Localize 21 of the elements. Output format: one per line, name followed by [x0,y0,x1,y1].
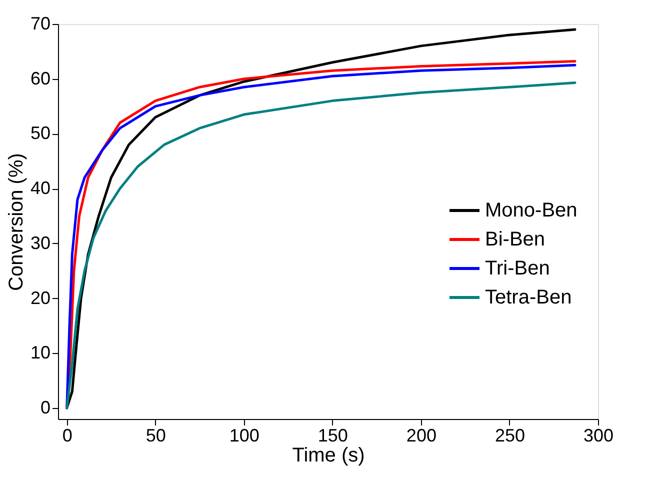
legend-label: Tetra-Ben [485,286,572,308]
x-tick-label: 100 [229,426,260,446]
x-tick-label: 0 [62,426,72,446]
y-tick-label: 60 [30,68,50,88]
legend-label: Bi-Ben [485,228,546,250]
x-tick-label: 150 [318,426,348,446]
y-tick-label: 50 [30,123,50,144]
x-tick-label: 300 [583,426,614,446]
y-tick-label: 40 [30,178,50,198]
y-tick-label: 20 [30,288,50,308]
legend-label: Tri-Ben [485,258,550,280]
x-tick-label: 200 [406,426,436,446]
y-tick-label: 10 [30,342,50,363]
legend-label: Mono-Ben [485,200,578,222]
x-tick-label: 250 [494,426,525,446]
y-tick-label: 0 [40,398,50,418]
x-axis-title: Time (s) [292,444,365,466]
x-tick-label: 50 [146,426,166,446]
y-axis-title: Conversion (%) [5,153,28,291]
y-tick-label: 30 [30,232,50,253]
y-tick-label: 70 [30,14,50,34]
